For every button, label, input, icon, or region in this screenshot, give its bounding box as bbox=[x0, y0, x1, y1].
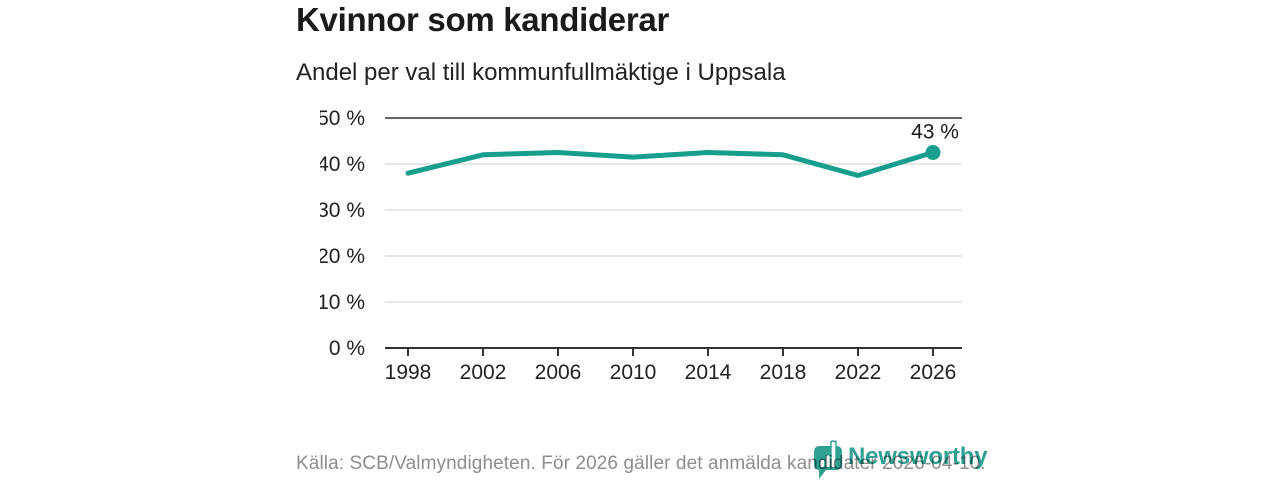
x-axis-tick-label: 2026 bbox=[910, 361, 957, 384]
end-point-marker bbox=[925, 145, 941, 160]
x-axis-tick-label: 2014 bbox=[685, 361, 732, 384]
y-axis-tick-label: 30 % bbox=[320, 199, 365, 222]
series-line bbox=[405, 150, 936, 178]
x-axis-tick-label: 2022 bbox=[835, 361, 882, 384]
x-axis-tick-label: 2002 bbox=[460, 361, 507, 384]
newsworthy-logo: Newsworthy bbox=[811, 440, 988, 480]
chart-subtitle: Andel per val till kommunfullmäktige i U… bbox=[296, 59, 786, 86]
bar-tall bbox=[831, 442, 836, 467]
end-point-data-label: 43 % bbox=[911, 121, 959, 144]
x-axis-tick-label: 2006 bbox=[535, 361, 582, 384]
x-axis-tick-label: 2010 bbox=[610, 361, 657, 384]
bar-small bbox=[820, 460, 825, 467]
bar-chart-speech-bubble-icon bbox=[814, 440, 842, 479]
y-axis-tick-label: 20 % bbox=[320, 245, 365, 268]
x-axis-tick-label: 2018 bbox=[760, 361, 807, 384]
y-axis-tick-label: 10 % bbox=[320, 291, 365, 314]
y-axis-tick-label: 50 % bbox=[320, 107, 365, 130]
source-note: Källa: SCB/Valmyndigheten. För 2026 gäll… bbox=[296, 453, 986, 474]
y-axis-tick-label: 0 % bbox=[329, 337, 365, 360]
bar-medium bbox=[826, 455, 830, 467]
y-axis-tick-label: 40 % bbox=[320, 153, 365, 176]
x-axis-tick-label: 1998 bbox=[385, 361, 432, 384]
logo-text: Newsworthy bbox=[848, 443, 988, 470]
line-chart: 0 % 10 % 20 % 30 % 40 % 50 % 1998 2002 2006 2010 2… bbox=[320, 107, 962, 384]
page-title: Kvinnor som kandiderar bbox=[296, 1, 669, 38]
